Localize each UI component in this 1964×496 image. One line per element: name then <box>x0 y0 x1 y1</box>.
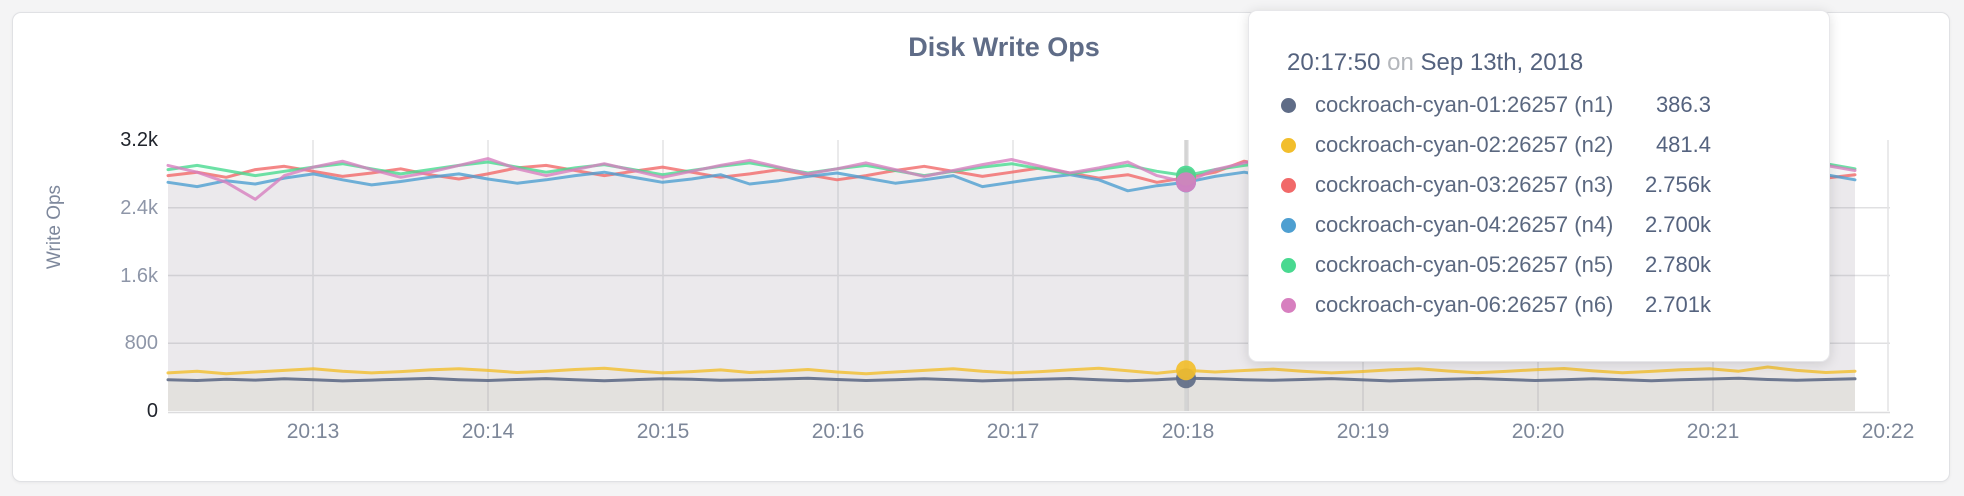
x-tick-label: 20:18 <box>1161 420 1215 443</box>
series-value: 2.700k <box>1644 212 1711 237</box>
series-name: cockroach-cyan-01:26257 (n1) <box>1315 92 1614 117</box>
series-color-dot <box>1281 137 1296 153</box>
y-tick-label: 800 <box>124 332 158 355</box>
x-tick-label: 20:21 <box>1686 420 1740 443</box>
tooltip-series-row: cockroach-cyan-02:26257 (n2) 481.4 <box>1279 125 1711 165</box>
y-tick-label: 2.4k <box>120 196 158 219</box>
series-area <box>168 378 1855 411</box>
tooltip-time: 20:17:50 <box>1287 49 1381 76</box>
y-tick-label: 0 <box>146 400 158 422</box>
series-name: cockroach-cyan-04:26257 (n4) <box>1315 212 1614 237</box>
series-value: 2.756k <box>1644 172 1711 197</box>
series-color-dot <box>1281 97 1296 113</box>
series-color-dot <box>1281 297 1296 313</box>
hover-point-dot <box>1176 360 1197 381</box>
series-name: cockroach-cyan-03:26257 (n3) <box>1315 172 1614 197</box>
series-name: cockroach-cyan-02:26257 (n2) <box>1315 132 1614 157</box>
series-color-dot <box>1281 177 1296 193</box>
series-value: 2.780k <box>1644 252 1711 277</box>
chart-title: Disk Write Ops <box>908 32 1100 62</box>
tooltip-series-row: cockroach-cyan-06:26257 (n6) 2.701k <box>1279 285 1711 325</box>
y-tick-label: 3.2k <box>120 129 158 151</box>
tooltip-series-row: cockroach-cyan-04:26257 (n4) 2.700k <box>1279 205 1711 245</box>
x-tick-label: 20:16 <box>811 420 865 443</box>
tooltip-series-list: cockroach-cyan-01:26257 (n1) 386.3 cockroa… <box>1279 85 1829 325</box>
x-tick-label: 20:22 <box>1861 420 1915 443</box>
tooltip-series-row: cockroach-cyan-03:26257 (n3) 2.756k <box>1279 165 1711 205</box>
hover-point-dot <box>1176 172 1197 193</box>
tooltip-conjunction: on <box>1387 49 1414 76</box>
x-tick-label: 20:20 <box>1511 420 1565 443</box>
x-tick-label: 20:14 <box>461 420 515 443</box>
series-color-dot <box>1281 217 1296 233</box>
series-line <box>166 365 1857 376</box>
x-tick-label: 20:17 <box>986 420 1040 443</box>
tooltip-series-row: cockroach-cyan-05:26257 (n5) 2.780k <box>1279 245 1711 285</box>
series-value: 2.701k <box>1644 292 1711 317</box>
x-tick-label: 20:13 <box>286 420 340 443</box>
series-color-dot <box>1281 257 1296 273</box>
series-value: 386.3 <box>1655 92 1711 117</box>
y-tick-label: 1.6k <box>120 264 158 287</box>
series-line <box>166 376 1857 383</box>
series-value: 481.4 <box>1655 132 1711 157</box>
tooltip-series-row: cockroach-cyan-01:26257 (n1) 386.3 <box>1279 85 1711 125</box>
x-tick-label: 20:15 <box>636 420 690 443</box>
series-area <box>168 367 1855 411</box>
hover-tooltip: 20:17:50 on Sep 13th, 2018 cockroach-cya… <box>1248 10 1830 362</box>
tooltip-header: 20:17:50 on Sep 13th, 2018 <box>1287 47 1829 79</box>
series-name: cockroach-cyan-06:26257 (n6) <box>1315 292 1614 317</box>
series-name: cockroach-cyan-05:26257 (n5) <box>1315 252 1614 277</box>
x-tick-label: 20:19 <box>1336 420 1390 443</box>
tooltip-date: Sep 13th, 2018 <box>1420 49 1584 76</box>
